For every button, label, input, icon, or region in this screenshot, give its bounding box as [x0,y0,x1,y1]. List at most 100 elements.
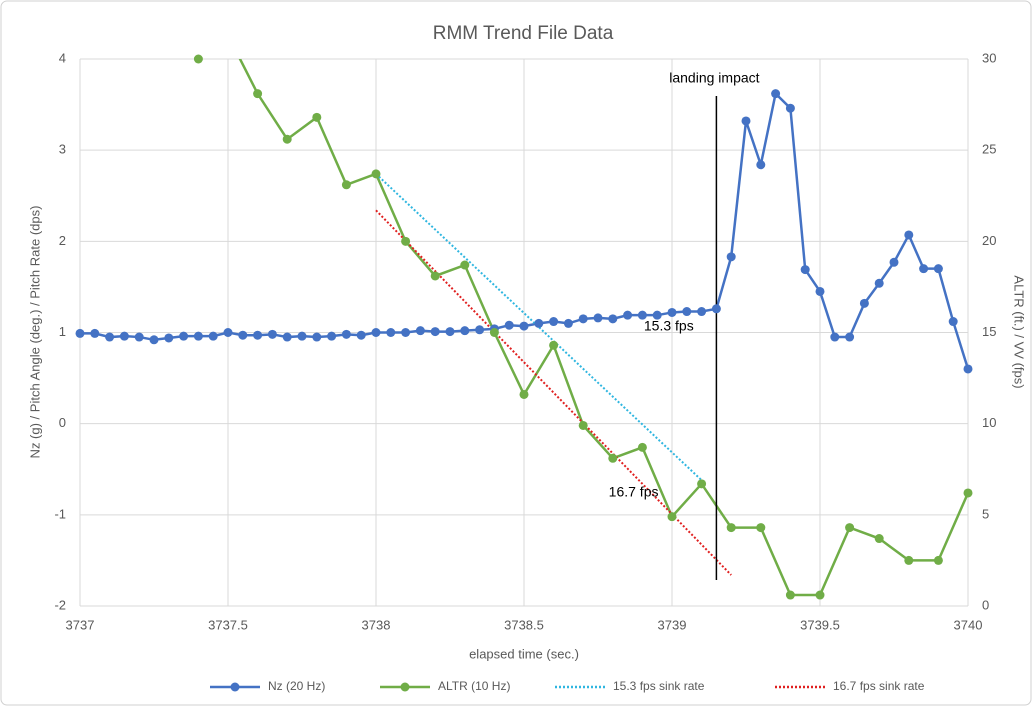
legend-label: Nz (20 Hz) [268,679,325,693]
y-tick-label: 3 [59,142,66,157]
data-point [134,332,144,342]
data-point [149,335,159,345]
data-point [356,330,366,340]
data-point [179,331,189,341]
data-point [75,328,85,338]
data-point [948,317,958,327]
data-point [119,331,129,341]
data-point [756,523,766,533]
x-tick-label: 3739 [658,617,687,632]
data-point [282,332,292,342]
y-tick-label: 2 [59,233,66,248]
data-point [549,317,559,327]
data-point [845,332,855,342]
x-tick-label: 3738.5 [504,617,544,632]
data-point [253,330,263,340]
data-point [297,331,307,341]
data-point [430,271,440,281]
trend-annotation: 15.3 fps [644,318,694,334]
data-point [667,307,677,317]
legend-label: 15.3 fps sink rate [613,679,705,693]
data-point [327,331,337,341]
data-point [312,112,322,122]
legend-marker [400,682,410,692]
data-point [771,89,781,99]
data-point [415,326,425,336]
y-axis-label: Nz (g) / Pitch Angle (deg.) / Pitch Rate… [27,206,42,459]
data-point [578,420,588,430]
data-point [652,310,662,320]
data-point [623,310,633,320]
data-point [445,327,455,337]
data-point [489,328,499,337]
data-point [401,236,411,246]
y-tick-label: 0 [59,415,66,430]
x-tick-label: 3737.5 [208,617,248,632]
data-point [815,286,825,296]
data-point [519,321,529,331]
data-point [785,103,795,113]
data-point [963,488,973,498]
x-tick-label: 3739.5 [800,617,840,632]
legend-label: 16.7 fps sink rate [833,679,925,693]
data-point [282,134,292,144]
data-point [608,453,618,463]
event-label: landing impact [669,70,759,86]
data-point [519,389,529,399]
y2-tick-label: 15 [982,324,996,339]
y-tick-label: 4 [59,50,66,65]
data-point [90,328,100,338]
data-point [830,332,840,342]
data-point [637,442,647,452]
data-point [534,318,544,328]
data-point [608,314,618,324]
chart-title: RMM Trend File Data [433,23,614,44]
data-point [726,523,736,533]
data-point [267,329,277,339]
x-tick-label: 3740 [954,617,983,632]
data-point [105,332,115,342]
data-point [312,332,322,342]
data-point [371,169,381,179]
y-tick-label: -2 [54,597,66,612]
data-point [593,313,603,323]
y-tick-label: 1 [59,324,66,339]
x-tick-label: 3737 [66,617,95,632]
data-point [933,555,943,565]
data-point [223,328,233,337]
data-point [845,523,855,533]
data-point [193,54,203,64]
legend-label: ALTR (10 Hz) [438,679,510,693]
data-point [238,330,248,340]
data-point [504,320,514,330]
x-axis-label: elapsed time (sec.) [469,646,579,661]
data-point [253,89,263,99]
data-point [859,298,869,308]
data-point [874,278,884,288]
data-point [756,160,766,170]
data-point [637,310,647,320]
data-point [919,264,929,274]
data-point [475,325,485,335]
series-line [375,173,703,481]
data-point [697,479,707,489]
data-point [371,328,381,337]
y2-tick-label: 10 [982,415,996,430]
data-point [889,257,899,267]
data-point [341,329,351,339]
y2-tick-label: 25 [982,142,996,157]
y2-tick-label: 30 [982,50,996,65]
x-tick-label: 3738 [362,617,391,632]
y-tick-label: -1 [54,506,66,521]
data-point [933,264,943,274]
data-point [697,307,707,317]
y2-tick-label: 20 [982,233,996,248]
data-point [904,555,914,565]
data-point [460,326,470,336]
data-point [682,307,692,317]
data-point [874,534,884,544]
y2-axis-label: ALTR (ft.) / VV (fps) [1012,275,1027,388]
trend-annotation: 16.7 fps [609,483,659,499]
